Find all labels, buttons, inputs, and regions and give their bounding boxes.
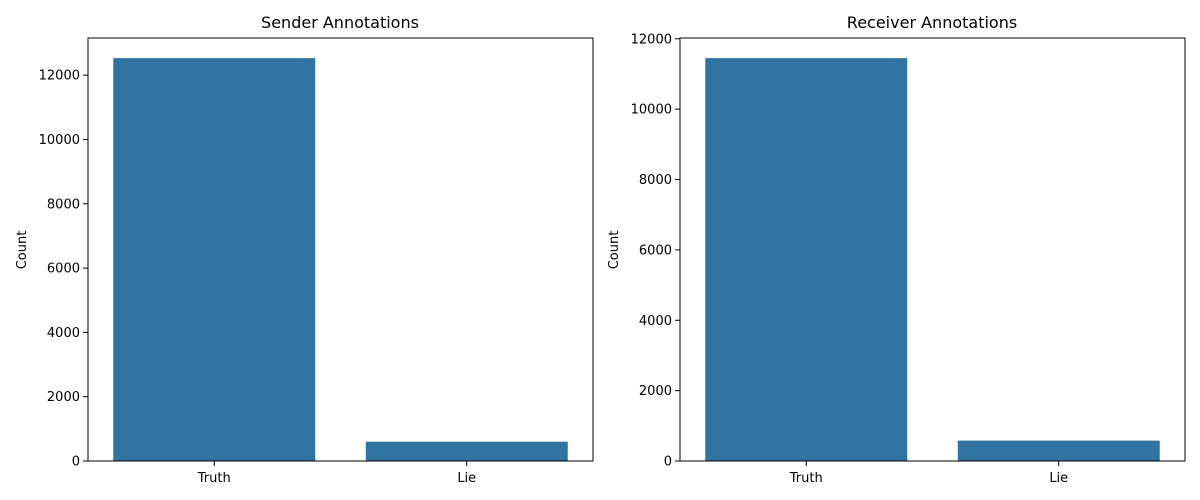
x-tick-label: Lie	[457, 471, 476, 486]
bar-truth	[705, 58, 908, 462]
chart-title: Receiver Annotations	[847, 13, 1017, 32]
bars	[705, 58, 1160, 462]
y-axis-label: Count	[15, 231, 30, 270]
chart-title: Sender Annotations	[261, 13, 419, 32]
plot-frame	[679, 37, 1186, 462]
bar-lie	[365, 441, 568, 461]
y-tick-label: 2000	[639, 384, 672, 399]
y-tick-label: 2000	[47, 390, 80, 405]
x-axis-ticks: Truth Lie	[197, 461, 476, 486]
y-tick-label: 12000	[39, 69, 80, 84]
bars	[113, 58, 568, 462]
y-axis-label: Count	[607, 231, 622, 270]
receiver-annotations-chart: Receiver Annotations Count 0 2000 4000 6000…	[607, 13, 1186, 486]
x-tick-label: Truth	[197, 471, 231, 486]
x-tick-label: Truth	[789, 471, 823, 486]
y-tick-label: 8000	[47, 197, 80, 212]
x-axis-ticks: Truth Lie	[789, 461, 1068, 486]
y-tick-label: 10000	[631, 103, 672, 118]
bar-truth	[113, 58, 316, 462]
y-tick-label: 8000	[639, 173, 672, 188]
plot-frame	[87, 37, 594, 462]
x-tick-label: Lie	[1049, 471, 1068, 486]
bar-lie	[957, 440, 1160, 461]
y-tick-label: 6000	[639, 243, 672, 258]
y-tick-label: 6000	[47, 262, 80, 277]
y-tick-label: 10000	[39, 133, 80, 148]
y-tick-label: 4000	[639, 314, 672, 329]
y-axis-ticks: 0 2000 4000 6000 8000 10000 12000	[39, 69, 88, 470]
sender-annotations-chart: Sender Annotations Count 0 2000 4000 6000 80…	[15, 13, 594, 486]
y-tick-label: 0	[664, 455, 672, 470]
y-axis-ticks: 0 2000 4000 6000 8000 10000 12000	[631, 32, 680, 470]
y-tick-label: 0	[72, 455, 80, 470]
y-tick-label: 4000	[47, 326, 80, 341]
y-tick-label: 12000	[631, 32, 672, 47]
